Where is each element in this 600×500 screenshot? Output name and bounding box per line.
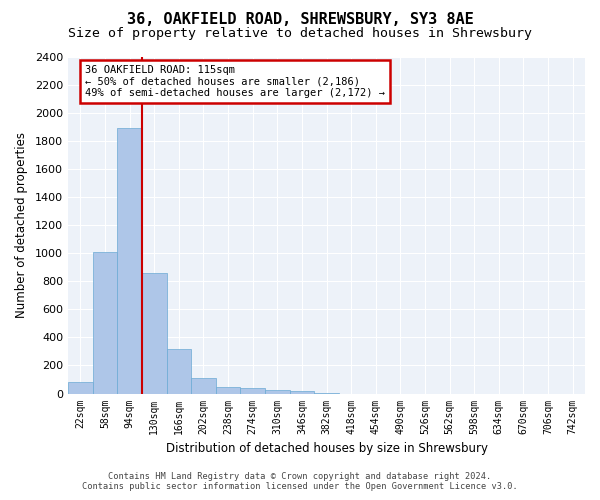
Bar [314, 393, 339, 394]
Bar [92, 252, 117, 394]
Bar [117, 128, 142, 394]
Bar [241, 388, 265, 394]
Bar [68, 382, 92, 394]
Bar [191, 378, 216, 394]
Bar [216, 386, 241, 394]
Bar [167, 350, 191, 394]
Bar [142, 273, 167, 394]
Y-axis label: Number of detached properties: Number of detached properties [15, 132, 28, 318]
X-axis label: Distribution of detached houses by size in Shrewsbury: Distribution of detached houses by size … [166, 442, 488, 455]
Text: Contains HM Land Registry data © Crown copyright and database right 2024.
Contai: Contains HM Land Registry data © Crown c… [82, 472, 518, 491]
Text: Size of property relative to detached houses in Shrewsbury: Size of property relative to detached ho… [68, 28, 532, 40]
Text: 36, OAKFIELD ROAD, SHREWSBURY, SY3 8AE: 36, OAKFIELD ROAD, SHREWSBURY, SY3 8AE [127, 12, 473, 28]
Bar [265, 390, 290, 394]
Text: 36 OAKFIELD ROAD: 115sqm
← 50% of detached houses are smaller (2,186)
49% of sem: 36 OAKFIELD ROAD: 115sqm ← 50% of detach… [85, 65, 385, 98]
Bar [290, 392, 314, 394]
